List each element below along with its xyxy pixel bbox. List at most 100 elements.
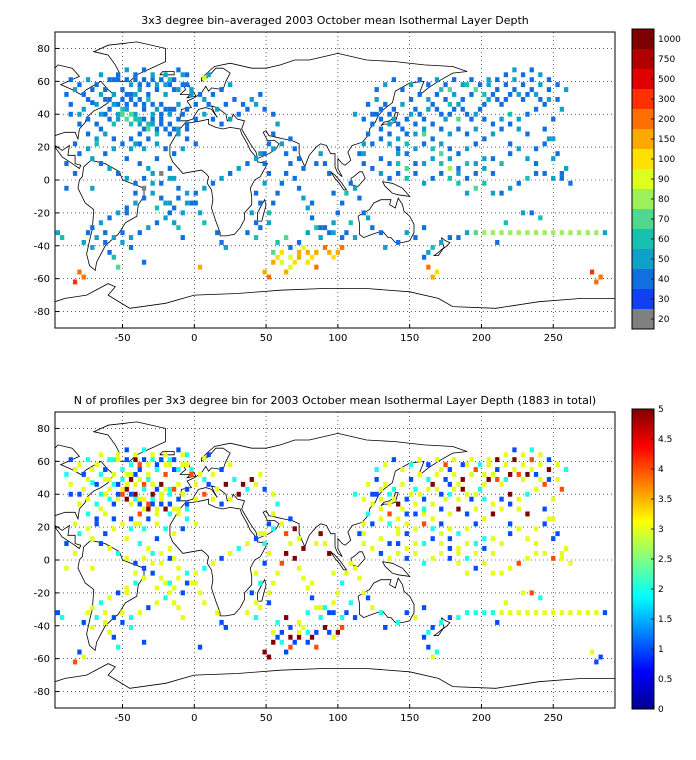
data-cell bbox=[365, 101, 371, 107]
data-cell bbox=[516, 126, 521, 132]
data-cell bbox=[542, 141, 547, 147]
data-cell bbox=[133, 116, 138, 122]
data-cell bbox=[124, 67, 129, 73]
data-cell bbox=[137, 477, 142, 482]
data-cell bbox=[512, 467, 517, 472]
data-cell bbox=[482, 481, 487, 487]
data-cell bbox=[404, 610, 409, 616]
data-cell bbox=[396, 551, 401, 556]
data-cell bbox=[146, 472, 151, 477]
data-cell bbox=[124, 77, 129, 83]
data-cell bbox=[499, 190, 504, 196]
data-cell bbox=[464, 526, 470, 532]
data-cell bbox=[124, 590, 129, 596]
data-cell bbox=[98, 541, 104, 546]
data-cell bbox=[542, 481, 547, 487]
data-cell bbox=[193, 200, 198, 206]
data-cell bbox=[508, 185, 513, 191]
coastline bbox=[382, 561, 411, 577]
data-cell bbox=[163, 126, 168, 132]
data-cell bbox=[150, 551, 155, 556]
data-cell bbox=[68, 457, 73, 463]
data-cell bbox=[551, 136, 556, 142]
data-cell bbox=[219, 240, 224, 245]
coastline bbox=[54, 663, 615, 689]
data-cell bbox=[163, 452, 168, 458]
data-cell bbox=[447, 235, 452, 240]
data-cell bbox=[546, 136, 552, 142]
data-cell bbox=[439, 126, 444, 132]
data-cell bbox=[262, 106, 267, 112]
data-cell bbox=[296, 249, 302, 255]
data-cell bbox=[172, 151, 177, 157]
data-cell bbox=[180, 491, 185, 497]
data-cell bbox=[490, 472, 496, 477]
data-cell bbox=[193, 141, 198, 147]
data-cell bbox=[361, 141, 366, 147]
data-cell bbox=[387, 511, 392, 517]
data-cell bbox=[473, 551, 478, 556]
data-cell bbox=[404, 141, 409, 147]
data-cell bbox=[434, 486, 440, 492]
data-cell bbox=[116, 491, 121, 497]
data-cell bbox=[146, 501, 151, 507]
data-cell bbox=[370, 491, 375, 497]
data-cell bbox=[176, 605, 181, 611]
data-cell bbox=[602, 230, 608, 236]
data-cell bbox=[391, 106, 396, 112]
data-cell bbox=[516, 560, 521, 566]
data-cell bbox=[370, 225, 375, 231]
data-cell bbox=[159, 171, 164, 176]
data-cell bbox=[167, 77, 172, 83]
data-cell bbox=[103, 230, 108, 236]
data-cell bbox=[564, 546, 569, 551]
data-cell bbox=[374, 491, 379, 497]
data-cell bbox=[124, 585, 129, 591]
data-cell bbox=[542, 230, 547, 236]
data-cell bbox=[146, 225, 151, 231]
data-cell bbox=[296, 629, 302, 635]
data-cell bbox=[396, 240, 401, 245]
data-cell bbox=[77, 531, 82, 537]
data-cell bbox=[551, 116, 556, 122]
data-cell bbox=[516, 472, 521, 477]
data-cell bbox=[90, 605, 95, 611]
data-cell bbox=[150, 491, 155, 497]
data-cell bbox=[499, 610, 504, 616]
data-cell bbox=[167, 121, 172, 127]
data-cell bbox=[146, 506, 151, 512]
data-cell bbox=[396, 516, 401, 522]
data-cell bbox=[296, 240, 302, 245]
data-cell bbox=[98, 111, 104, 117]
data-cell bbox=[172, 175, 177, 181]
data-cell bbox=[370, 121, 375, 127]
data-cell bbox=[120, 477, 125, 482]
data-cell bbox=[473, 506, 478, 512]
data-cell bbox=[452, 92, 457, 97]
data-cell bbox=[322, 625, 328, 630]
data-cell bbox=[128, 235, 134, 240]
data-cell bbox=[387, 131, 392, 137]
data-cell bbox=[357, 195, 362, 201]
data-cell bbox=[266, 521, 272, 527]
data-cell bbox=[72, 467, 78, 472]
data-cell bbox=[81, 274, 86, 280]
data-cell bbox=[64, 161, 69, 166]
data-cell bbox=[150, 121, 155, 127]
data-cell bbox=[159, 101, 164, 107]
data-cell bbox=[167, 555, 172, 561]
data-cell bbox=[296, 620, 302, 625]
data-cell bbox=[68, 491, 73, 497]
data-cell bbox=[305, 585, 310, 591]
coastline bbox=[169, 118, 269, 237]
data-cell bbox=[167, 106, 172, 112]
data-cell bbox=[533, 551, 539, 556]
data-cell bbox=[206, 101, 211, 107]
data-cell bbox=[215, 230, 220, 236]
data-cell bbox=[184, 462, 190, 468]
data-cell bbox=[128, 97, 134, 102]
data-cell bbox=[296, 254, 302, 260]
data-cell bbox=[90, 225, 95, 231]
data-cell bbox=[503, 72, 508, 78]
data-cell bbox=[564, 467, 569, 472]
